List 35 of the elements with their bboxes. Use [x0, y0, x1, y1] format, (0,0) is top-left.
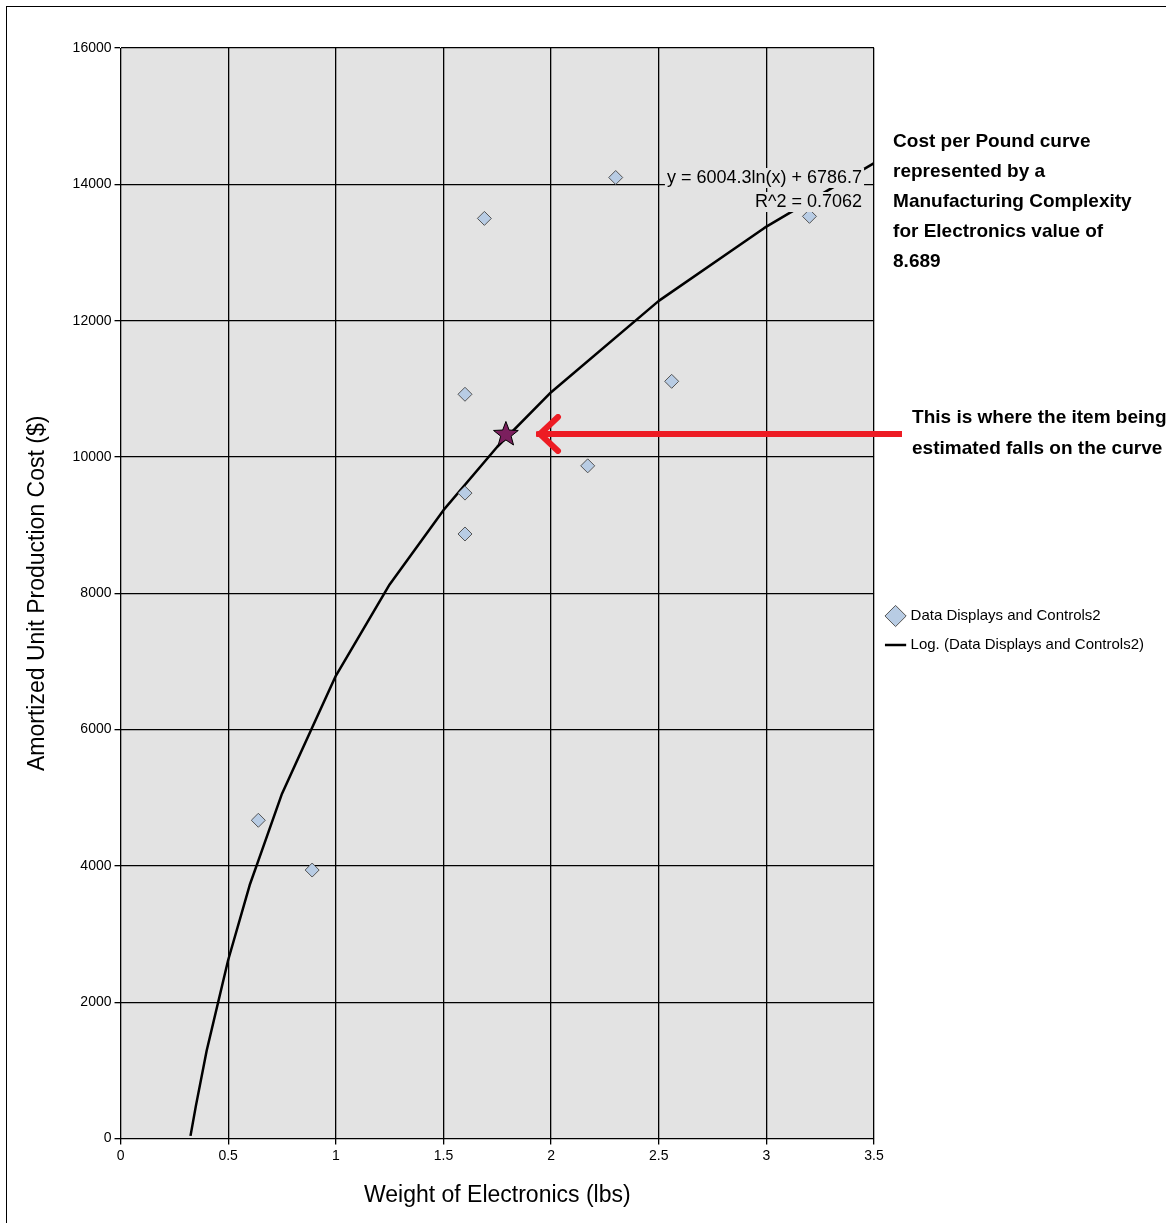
x-tick-label: 0.5 [218, 1146, 239, 1163]
x-tick-label: 1 [331, 1146, 340, 1163]
x-axis-title: Weight of Electronics (lbs) [363, 1180, 631, 1207]
point [457, 386, 473, 402]
annotation: y = 6004.3ln(x) + 6786.7 [666, 166, 863, 187]
y-tick-label: 6000 [80, 720, 112, 737]
point [457, 526, 473, 542]
point [493, 420, 519, 446]
point [457, 485, 473, 501]
y-tick-label: 12000 [72, 311, 112, 328]
point [304, 862, 320, 878]
legend-label: Log. (Data Displays and Controls2) [910, 635, 1145, 653]
x-tick-label: 3.5 [864, 1146, 884, 1163]
point [664, 373, 680, 389]
y-tick-label: 4000 [80, 856, 112, 873]
x-tick-label: 1.5 [433, 1146, 454, 1163]
annotation: R^2 = 0.7062 [755, 190, 863, 211]
y-tick-label: 14000 [72, 175, 112, 192]
point [580, 458, 596, 474]
y-tick-label: 2000 [80, 993, 112, 1010]
text: Cost per Pound curve represented by a Manufacturing Complexity for Electronics value of 8.689 [893, 130, 1133, 272]
x-tick-label: 2.5 [649, 1146, 669, 1163]
y-tick-label: 10000 [72, 447, 112, 464]
point [250, 812, 266, 828]
x-tick-label: 3 [762, 1146, 771, 1163]
y-axis-title: Amortized Unit Production Cost ($) [23, 415, 50, 771]
x-tick-label: 0 [116, 1146, 125, 1163]
y-tick-label: 16000 [72, 38, 112, 55]
legend-label: Data Displays and Controls2 [910, 606, 1101, 624]
text: This is where the item being estimated falls on the curve [912, 406, 1166, 459]
point [608, 170, 624, 186]
point [476, 210, 492, 226]
y-tick-label: 8000 [80, 584, 112, 601]
x-tick-label: 2 [547, 1146, 556, 1163]
y-tick-label: 0 [103, 1129, 112, 1146]
